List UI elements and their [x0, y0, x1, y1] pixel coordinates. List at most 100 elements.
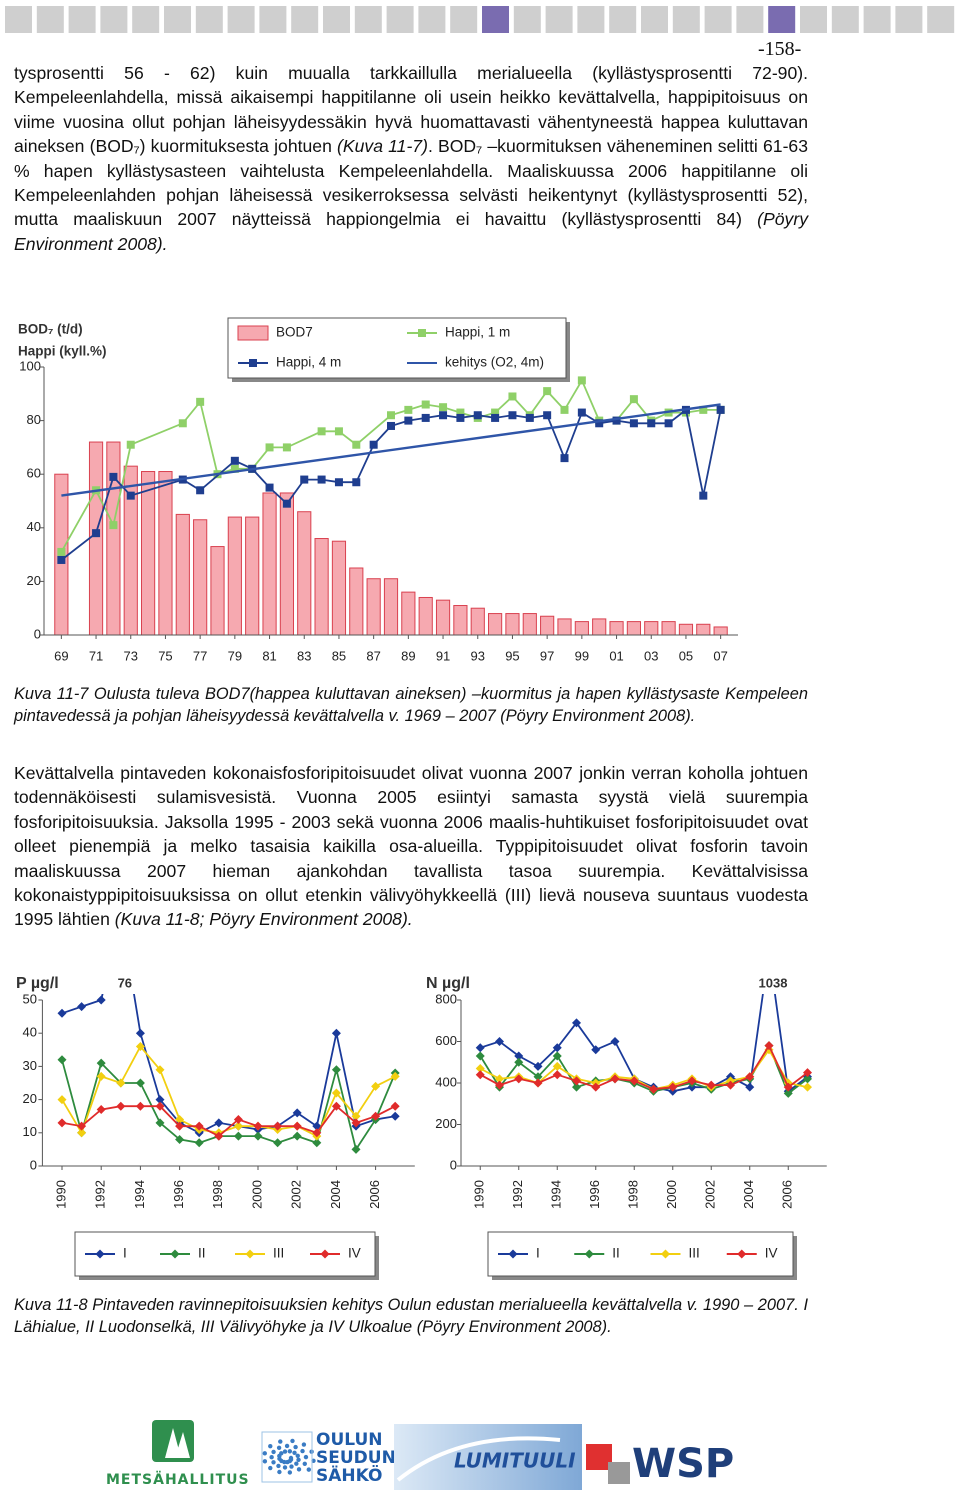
header-tile [736, 6, 764, 33]
x-tick-label: 1994 [132, 1180, 147, 1209]
data-point [475, 1051, 485, 1061]
data-point [77, 1128, 87, 1138]
header-tile [704, 6, 732, 33]
data-point [196, 397, 205, 406]
bar [713, 626, 728, 636]
data-point [649, 1084, 658, 1094]
legend-label: I [536, 1246, 540, 1261]
oss-dot [282, 1449, 288, 1454]
data-point [475, 1063, 485, 1073]
data-point [514, 1074, 524, 1084]
data-point [253, 1131, 263, 1141]
data-point [387, 411, 395, 420]
line [61, 994, 396, 1134]
bar [470, 607, 485, 636]
bar [314, 538, 329, 636]
x-tick-label: 87 [366, 648, 380, 663]
oss-dot [276, 1463, 281, 1469]
x-tick-label: 81 [262, 648, 276, 663]
data-point [629, 1076, 639, 1086]
logo-text: METSÄHALLITUS [106, 1471, 250, 1488]
data-point [595, 419, 604, 428]
data-point [135, 1041, 145, 1051]
oss-dot [285, 1459, 290, 1465]
x-tick-label: 71 [89, 648, 103, 663]
x-tick-label: 1990 [53, 1180, 68, 1209]
x-tick-label: 2004 [741, 1180, 756, 1209]
text-run: (Pöyry Environment 2008). [14, 209, 808, 254]
oss-dot [293, 1444, 298, 1450]
data-point [421, 400, 430, 409]
data-point [706, 1080, 716, 1090]
oss-box [261, 1431, 313, 1483]
header-tile [259, 6, 287, 33]
data-point [552, 1070, 562, 1080]
data-point [135, 1101, 145, 1111]
data-point [331, 1065, 341, 1075]
data-point [495, 1074, 504, 1084]
bar [349, 567, 364, 636]
data-point [716, 405, 725, 414]
y-tick-label: 50 [23, 991, 37, 1006]
data-point [175, 1121, 185, 1131]
logo-text: LUMITUULI [454, 1449, 576, 1473]
data-point [475, 1070, 485, 1080]
logo-text: SEUDUN [316, 1448, 396, 1468]
data-point [699, 405, 708, 414]
line [60, 378, 721, 553]
data-point [610, 1037, 620, 1046]
data-point [331, 1088, 341, 1098]
legend-marker [320, 1249, 330, 1259]
data-point [265, 483, 274, 492]
data-point [456, 413, 465, 422]
data-point [194, 1138, 204, 1148]
oss-dot [296, 1467, 302, 1472]
oss-dot [301, 1442, 307, 1447]
bar [210, 546, 225, 636]
legend-label: II [612, 1246, 620, 1261]
text-run: (Kuva 11-8; Pöyry Environment 2008). [114, 909, 413, 930]
data-point [765, 946, 774, 955]
data-point [116, 1101, 126, 1111]
data-point [57, 1008, 67, 1018]
data-point [612, 416, 621, 425]
data-point [591, 1082, 601, 1092]
header-tile [768, 6, 796, 33]
data-point [175, 1134, 185, 1144]
logo-text: OULUN [316, 1430, 383, 1450]
bar [557, 618, 572, 636]
data-point [390, 1111, 400, 1121]
text-run: (Kuva 11-7) [337, 136, 428, 157]
data-point [352, 478, 361, 487]
header-tile [36, 6, 64, 33]
legend-marker [245, 1249, 255, 1259]
header-tile [831, 6, 859, 33]
data-point [57, 1055, 67, 1065]
oss-dot [303, 1454, 309, 1460]
x-tick-label: 99 [575, 648, 589, 663]
bar [141, 471, 156, 636]
data-point [155, 1065, 165, 1075]
data-point [491, 413, 500, 422]
wsp-red [586, 1444, 612, 1470]
header-tile [927, 6, 955, 33]
data-point [178, 419, 187, 428]
header-tile [895, 6, 923, 33]
bar [609, 621, 624, 636]
data-point [126, 440, 135, 449]
data-point [610, 1074, 620, 1084]
legend-marker [418, 329, 426, 337]
y-tick-label: 400 [435, 1074, 457, 1089]
text-run: tysprosentti 56 - 62) kuin muualla tarkk… [14, 63, 808, 157]
data-point [317, 475, 326, 484]
chart: N µg/l 0 200 400 600 800 1990 1992 1994 1996 1998 2… [426, 946, 827, 1280]
header-tile [577, 6, 605, 33]
data-point [783, 1082, 793, 1092]
data-point [135, 1078, 145, 1088]
x-tick-label: 1996 [171, 1180, 186, 1209]
oss-dot [277, 1469, 282, 1475]
data-point [668, 1082, 678, 1092]
oss-dot [284, 1443, 290, 1449]
data-point [387, 421, 395, 430]
